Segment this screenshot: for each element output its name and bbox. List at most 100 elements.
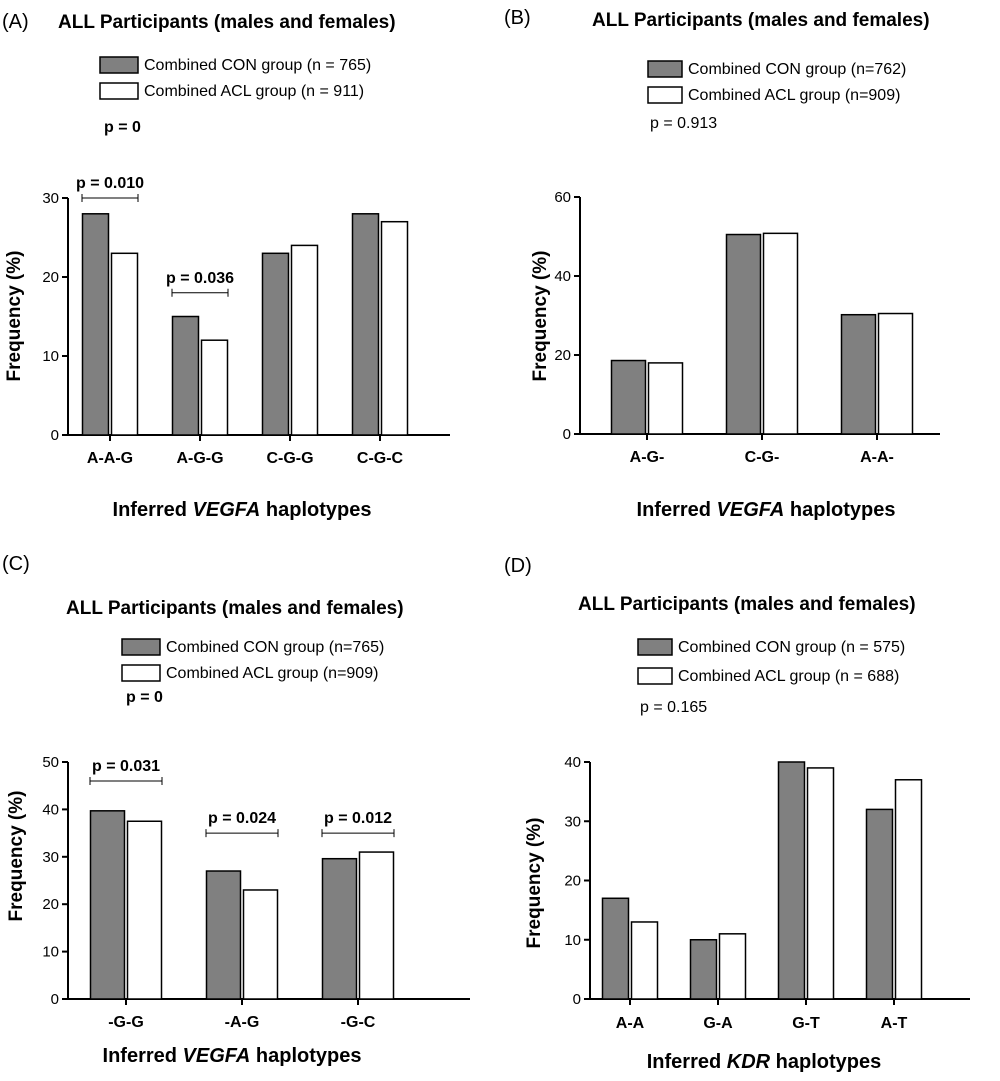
chart-d: (D) ALL Participants (males and females) C…	[504, 555, 970, 1073]
bar-con--A-G	[205, 870, 242, 1000]
y-tick-label: 20	[554, 347, 571, 364]
x-tick-label: A-A-G	[87, 450, 133, 467]
panel-b: (B) ALL Participants (males and females) C…	[500, 0, 1000, 540]
bar-acl--G-C	[358, 851, 395, 1000]
bar-con-G-A	[689, 939, 718, 1000]
bar-acl-A-G-G	[200, 339, 229, 436]
bar-acl-A-A	[630, 921, 659, 1000]
legend-swatch-acl	[99, 82, 139, 100]
x-tick-label: G-A	[703, 1015, 733, 1032]
bar-acl-G-A	[718, 933, 747, 1000]
x-tick-label: G-T	[792, 1015, 820, 1032]
bar-con-C-G-C	[351, 213, 380, 436]
legend-swatch-con	[637, 638, 673, 656]
bar-con-A-T	[865, 808, 894, 1000]
y-tick-label: 0	[51, 991, 59, 1008]
legend-swatch-con	[647, 60, 683, 78]
y-tick-label: 0	[573, 991, 581, 1008]
y-axis-label: Frequency (%)	[4, 251, 25, 382]
y-axis-label: Frequency (%)	[524, 818, 545, 949]
bar-con-C-G-	[725, 233, 762, 435]
y-tick-label: 10	[564, 932, 581, 949]
legend-label: Combined CON group (n=765)	[166, 639, 384, 656]
x-tick-label: A-G-G	[176, 450, 223, 467]
x-axis-label-prefix: Inferred	[637, 499, 717, 521]
x-axis-label: Inferred VEGFA haplotypes	[103, 1045, 362, 1067]
legend-label: Combined CON group (n = 765)	[144, 57, 371, 74]
chart-title: ALL Participants (males and females)	[592, 10, 930, 31]
x-axis-label: Inferred KDR haplotypes	[647, 1051, 882, 1073]
overall-p-value: p = 0	[104, 119, 141, 136]
bar-acl-G-T	[806, 767, 835, 1000]
y-tick-label: 0	[563, 426, 571, 443]
panel-letter: (A)	[2, 11, 29, 33]
x-axis-label-suffix: haplotypes	[784, 499, 895, 521]
bar-con-A-G-G	[171, 315, 200, 436]
x-tick-label: C-G-	[745, 449, 780, 466]
legend-swatch-con	[99, 56, 139, 74]
y-tick-label: 20	[564, 873, 581, 890]
bar-con-A-G-	[610, 359, 647, 435]
bar-con-G-T	[777, 761, 806, 1000]
significance-label: p = 0.031	[92, 758, 160, 775]
bar-acl-C-G-C	[380, 220, 409, 436]
bar-acl--G-G	[126, 820, 163, 1000]
overall-p-value: p = 0.165	[640, 699, 707, 716]
x-axis-label-prefix: Inferred	[647, 1051, 727, 1073]
chart-title: ALL Participants (males and females)	[58, 12, 396, 33]
y-tick-label: 40	[564, 754, 581, 771]
bar-acl--A-G	[242, 889, 279, 1000]
y-tick-label: 30	[564, 813, 581, 830]
y-tick-label: 60	[554, 189, 571, 206]
x-tick-label: -G-G	[108, 1014, 144, 1031]
chart-title: ALL Participants (males and females)	[66, 598, 404, 619]
y-tick-label: 20	[42, 269, 59, 286]
x-tick-label: C-G-C	[357, 450, 404, 467]
overall-p-value: p = 0.913	[650, 115, 717, 132]
y-tick-label: 40	[42, 801, 59, 818]
x-tick-label: A-A-	[860, 449, 894, 466]
bar-acl-A-G-	[647, 362, 684, 435]
legend-label: Combined CON group (n = 575)	[678, 639, 905, 656]
y-axis-label: Frequency (%)	[6, 791, 27, 922]
y-tick-label: 30	[42, 849, 59, 866]
overall-p-value: p = 0	[126, 689, 163, 706]
legend-label: Combined ACL group (n=909)	[166, 665, 378, 682]
panel-letter: (D)	[504, 555, 532, 577]
legend-label: Combined ACL group (n = 911)	[144, 83, 364, 100]
x-axis-label-gene: VEGFA	[717, 499, 785, 521]
x-tick-label: -G-C	[341, 1014, 376, 1031]
panel-letter: (C)	[2, 553, 30, 575]
x-axis-label: Inferred VEGFA haplotypes	[113, 499, 372, 521]
panel-c: (C) ALL Participants (males and females) C…	[0, 540, 500, 1080]
bar-con-C-G-G	[261, 252, 290, 436]
x-axis-label: Inferred VEGFA haplotypes	[637, 499, 896, 521]
bar-acl-A-A-G	[110, 252, 139, 436]
significance-label: p = 0.010	[76, 175, 144, 192]
chart-c: (C) ALL Participants (males and females) C…	[2, 553, 470, 1067]
y-axis-label: Frequency (%)	[530, 251, 551, 382]
y-tick-label: 0	[51, 427, 59, 444]
x-tick-label: A-G-	[630, 449, 665, 466]
legend-swatch-acl	[121, 664, 161, 682]
x-axis-label-gene: VEGFA	[183, 1045, 251, 1067]
significance-label: p = 0.024	[208, 810, 276, 827]
y-tick-label: 30	[42, 190, 59, 207]
panel-a: (A) ALL Participants (males and females) C…	[0, 0, 500, 540]
x-tick-label: -A-G	[225, 1014, 260, 1031]
legend-label: Combined ACL group (n=909)	[688, 87, 900, 104]
x-axis-label-suffix: haplotypes	[770, 1051, 881, 1073]
bar-acl-A-T	[894, 779, 923, 1000]
x-axis-label-gene: KDR	[727, 1051, 771, 1073]
x-axis-label-suffix: haplotypes	[260, 499, 371, 521]
bar-con-A-A	[601, 897, 630, 1000]
x-axis-label-prefix: Inferred	[103, 1045, 183, 1067]
legend-swatch-acl	[647, 86, 683, 104]
panel-d: (D) ALL Participants (males and females) C…	[500, 540, 1000, 1080]
legend-label: Combined ACL group (n = 688)	[678, 668, 899, 685]
x-tick-label: C-G-G	[266, 450, 313, 467]
bar-acl-A-A-	[877, 312, 914, 435]
y-tick-label: 10	[42, 348, 59, 365]
x-axis-label-prefix: Inferred	[113, 499, 193, 521]
bar-con--G-C	[321, 857, 358, 1000]
